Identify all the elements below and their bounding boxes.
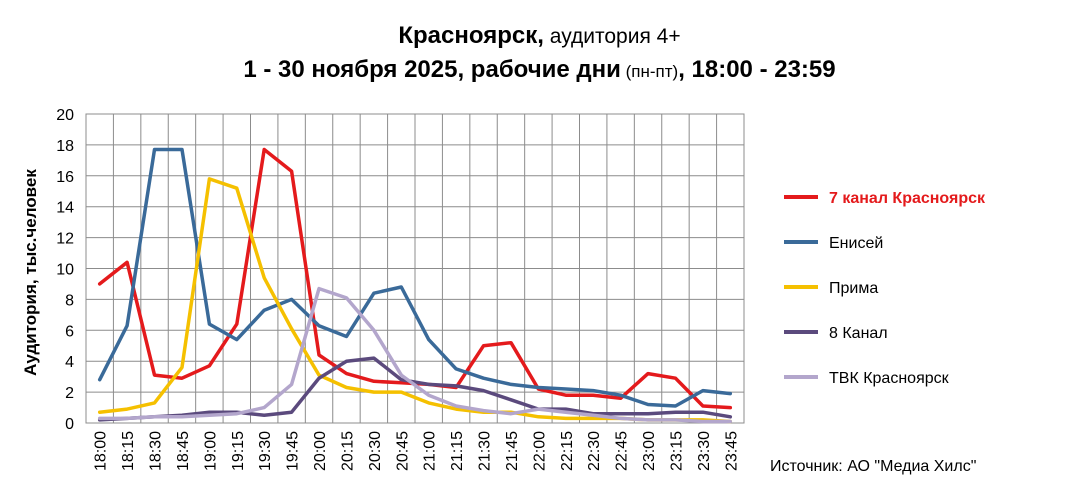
legend-label: 8 Канал bbox=[829, 325, 888, 342]
y-tick-label: 0 bbox=[65, 416, 74, 433]
y-tick-label: 10 bbox=[56, 262, 74, 279]
y-tick-label: 20 bbox=[56, 107, 74, 124]
x-tick-label: 18:15 bbox=[120, 431, 137, 471]
x-tick-label: 18:00 bbox=[93, 431, 110, 471]
x-tick-label: 23:30 bbox=[696, 431, 713, 471]
legend-label: Енисей bbox=[829, 235, 883, 252]
chart-title-line1: Красноярск, аудитория 4+ bbox=[0, 22, 1079, 50]
y-tick-label: 6 bbox=[65, 323, 74, 340]
x-tick-label: 18:45 bbox=[175, 431, 192, 471]
x-tick-label: 21:15 bbox=[449, 431, 466, 471]
y-tick-label: 12 bbox=[56, 231, 74, 248]
y-tick-label: 8 bbox=[65, 292, 74, 309]
y-tick-label: 18 bbox=[56, 138, 74, 155]
y-tick-label: 4 bbox=[65, 354, 74, 371]
title-timerange: , 18:00 - 23:59 bbox=[678, 56, 836, 83]
series-line-2 bbox=[97, 147, 733, 408]
x-tick-label: 19:30 bbox=[257, 431, 274, 471]
title-audience: аудитория 4+ bbox=[543, 25, 681, 48]
title-city: Красноярск, bbox=[398, 22, 544, 49]
chart-title-line2: 1 - 30 ноября 2025, рабочие дни (пн-пт),… bbox=[0, 56, 1079, 84]
y-tick-label: 2 bbox=[65, 385, 74, 402]
x-tick-label: 19:00 bbox=[202, 431, 219, 471]
legend-label: 7 канал Красноярск bbox=[829, 190, 986, 207]
y-axis-label: Аудитория, тыс.человек bbox=[21, 169, 40, 376]
x-tick-label: 21:00 bbox=[422, 431, 439, 471]
source-note: Источник: АО "Медиа Хилс" bbox=[770, 458, 977, 475]
x-tick-label: 23:00 bbox=[641, 431, 658, 471]
x-tick-label: 22:00 bbox=[531, 431, 548, 471]
x-tick-label: 20:15 bbox=[339, 431, 356, 471]
x-tick-label: 22:45 bbox=[614, 431, 631, 471]
legend-label: Прима bbox=[829, 280, 878, 297]
y-tick-label: 14 bbox=[56, 200, 74, 217]
x-tick-label: 23:45 bbox=[723, 431, 740, 471]
title-period: 1 - 30 ноября 2025, рабочие дни bbox=[243, 56, 621, 83]
x-tick-label: 22:15 bbox=[559, 431, 576, 471]
x-tick-label: 19:15 bbox=[230, 431, 247, 471]
x-tick-label: 20:00 bbox=[312, 431, 329, 471]
x-tick-label: 21:45 bbox=[504, 431, 521, 471]
x-tick-label: 23:15 bbox=[668, 431, 685, 471]
series-line-5 bbox=[97, 286, 733, 424]
title-weekdays: (пн-пт) bbox=[620, 62, 679, 81]
series-line-4 bbox=[97, 356, 733, 422]
x-tick-label: 20:30 bbox=[367, 431, 384, 471]
legend-label: ТВК Красноярск bbox=[829, 370, 950, 387]
x-tick-label: 22:30 bbox=[586, 431, 603, 471]
x-tick-label: 18:30 bbox=[148, 431, 165, 471]
y-tick-label: 16 bbox=[56, 169, 74, 186]
x-tick-label: 21:30 bbox=[477, 431, 494, 471]
x-tick-label: 20:45 bbox=[394, 431, 411, 471]
x-tick-label: 19:45 bbox=[285, 431, 302, 471]
